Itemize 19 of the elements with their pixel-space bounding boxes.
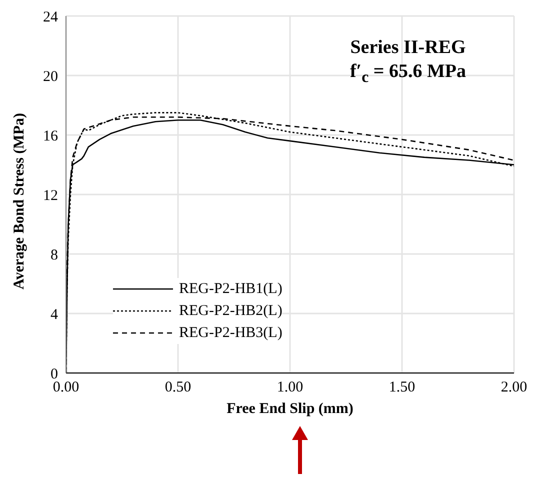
annotation: f′$_{c}$ = 65.6 MPa (348, 60, 468, 88)
x-tick-label: 1.50 (388, 380, 416, 396)
y-axis-title: Average Bond Stress (MPa) (11, 112, 28, 290)
y-tick-label: 12 (43, 188, 58, 204)
x-axis-title: Free End Slip (mm) (226, 401, 354, 417)
annotation: Series II-REG (349, 36, 467, 60)
y-tick-label: 20 (43, 68, 58, 85)
x-tick-label: 0.00 (52, 380, 80, 396)
legend-label: REG-P2-HB1(L) (179, 280, 282, 298)
x-tick-label: 0.50 (164, 380, 192, 396)
x-tick-label: 2.00 (500, 380, 528, 396)
legend-label: REG-P2-HB3(L) (179, 324, 282, 342)
y-tick-label: 24 (43, 9, 58, 26)
legend-label: REG-P2-HB2(L) (179, 302, 282, 320)
y-tick-label: 0 (50, 366, 58, 382)
x-tick-label: 1.00 (276, 380, 304, 396)
y-tick-label: 16 (43, 128, 58, 144)
y-tick-label: 8 (50, 247, 58, 264)
y-tick-label: 4 (50, 306, 58, 323)
